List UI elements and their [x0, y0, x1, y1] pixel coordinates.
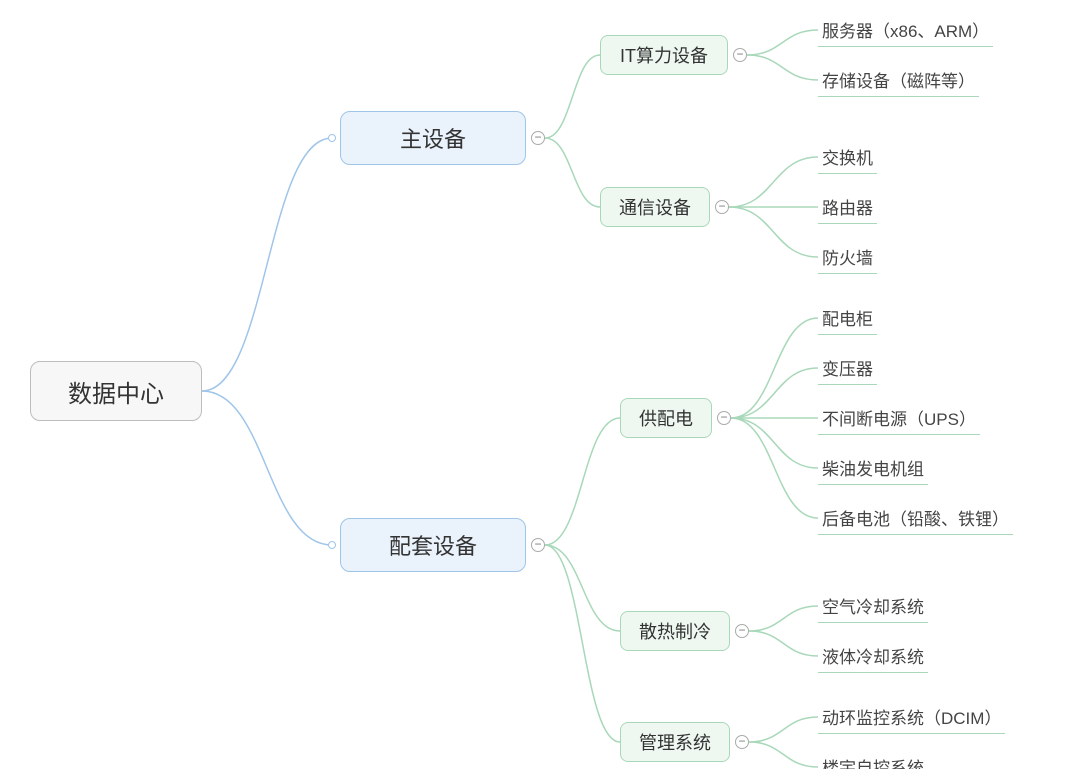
leaf-node-4[interactable]: 防火墙: [818, 240, 877, 274]
leaf-node-12[interactable]: 动环监控系统（DCIM）: [818, 700, 1005, 734]
toggle-main[interactable]: [531, 131, 545, 145]
leaf-node-8[interactable]: 柴油发电机组: [818, 451, 928, 485]
leaf-node-11[interactable]: 液体冷却系统: [818, 639, 928, 673]
toggle-comm[interactable]: [715, 200, 729, 214]
connector-dot: [328, 541, 336, 549]
leaf-node-10[interactable]: 空气冷却系统: [818, 589, 928, 623]
root-node[interactable]: 数据中心: [30, 361, 202, 421]
l2-node-power[interactable]: 供配电: [620, 398, 712, 438]
leaf-node-0[interactable]: 服务器（x86、ARM）: [818, 13, 993, 47]
leaf-node-9[interactable]: 后备电池（铅酸、铁锂）: [818, 501, 1013, 535]
l1-node-support[interactable]: 配套设备: [340, 518, 526, 572]
leaf-node-1[interactable]: 存储设备（磁阵等）: [818, 63, 979, 97]
toggle-it[interactable]: [733, 48, 747, 62]
leaf-node-5[interactable]: 配电柜: [818, 301, 877, 335]
leaf-node-3[interactable]: 路由器: [818, 190, 877, 224]
leaf-node-13[interactable]: 楼宇自控系统: [818, 750, 928, 769]
toggle-mgmt[interactable]: [735, 735, 749, 749]
l2-node-mgmt[interactable]: 管理系统: [620, 722, 730, 762]
leaf-node-7[interactable]: 不间断电源（UPS）: [818, 401, 980, 435]
leaf-node-2[interactable]: 交换机: [818, 140, 877, 174]
toggle-support[interactable]: [531, 538, 545, 552]
leaf-node-6[interactable]: 变压器: [818, 351, 877, 385]
l1-node-main[interactable]: 主设备: [340, 111, 526, 165]
l2-node-cool[interactable]: 散热制冷: [620, 611, 730, 651]
l2-node-it[interactable]: IT算力设备: [600, 35, 728, 75]
toggle-power[interactable]: [717, 411, 731, 425]
connector-dot: [328, 134, 336, 142]
toggle-cool[interactable]: [735, 624, 749, 638]
l2-node-comm[interactable]: 通信设备: [600, 187, 710, 227]
